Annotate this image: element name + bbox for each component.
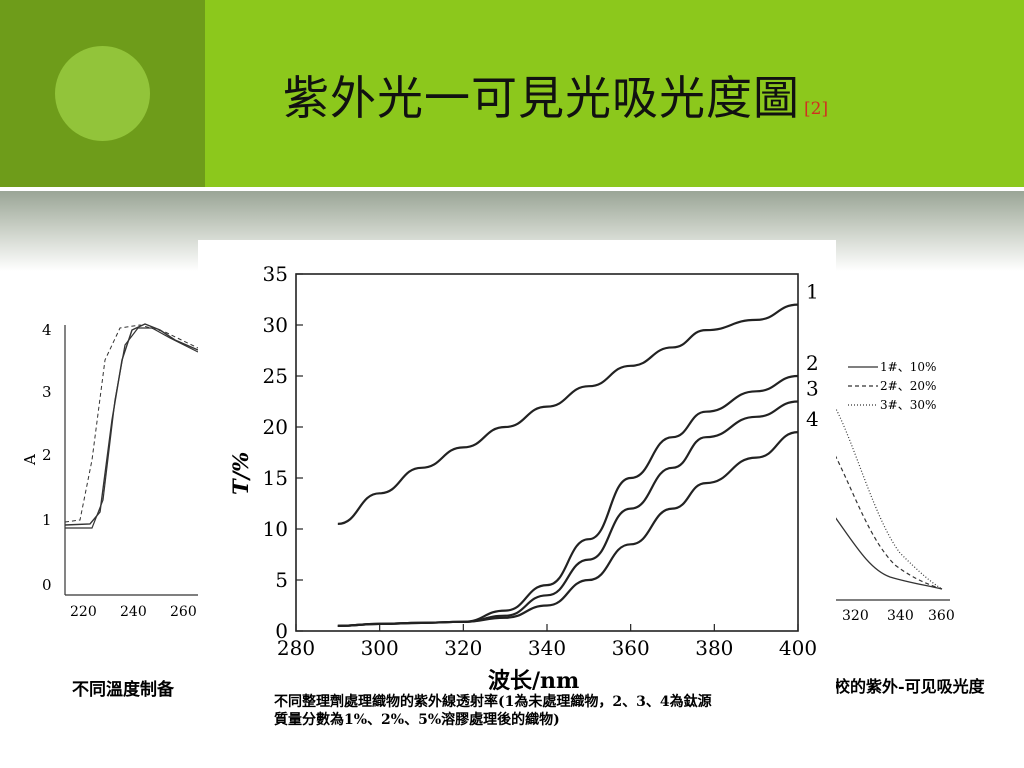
main-chart: 0 5 10 15 20 25 30 35 280 300 320 340 360 380 400 1 23 4… — [198, 240, 836, 737]
ytick-label: 15 — [263, 466, 288, 490]
decorative-circle — [55, 46, 150, 141]
left-curve-1 — [64, 323, 199, 526]
ytick-label: 0 — [275, 619, 288, 643]
left-xtick-220: 220 — [70, 604, 97, 620]
right-curve-3 — [834, 406, 943, 590]
xtick-label: 340 — [528, 636, 566, 660]
header-light-block — [205, 0, 1024, 187]
series-label-4: 4 — [806, 407, 819, 431]
main-chart-caption-line2: 質量分數為1%、2%、5%溶膠處理後的織物) — [274, 711, 560, 728]
xtick-label: 320 — [444, 636, 482, 660]
main-chart-ylabel: T/% — [228, 452, 253, 495]
right-curve-2 — [834, 454, 943, 590]
left-ytick-0: 0 — [42, 576, 52, 594]
main-chart-xlabel: 波长/nm — [488, 668, 579, 694]
xtick-label: 300 — [361, 636, 399, 660]
main-chart-caption-line1: 不同整理劑處理織物的紫外線透射率(1為未處理織物，2、3、4為鈦源 — [274, 693, 712, 710]
series-line-4 — [337, 431, 799, 627]
right-figure-legend: 1#、10% 2#、20% 3#、30% — [848, 360, 936, 412]
right-xtick-360: 360 — [928, 608, 955, 624]
slide-title-text: 紫外光一可見光吸光度圖 — [283, 71, 800, 125]
right-figure: 1#、10% 2#、20% 3#、30% 320 340 360 校的紫外-可见… — [830, 345, 1024, 705]
left-ytick-2: 2 — [42, 446, 52, 464]
right-xtick-340: 340 — [887, 608, 914, 624]
series-line-1 — [337, 303, 799, 525]
series-label-2: 2 — [806, 351, 819, 375]
ytick-label: 5 — [275, 568, 288, 592]
left-figure-caption: 不同溫度制备 — [72, 679, 175, 700]
ytick-label: 10 — [263, 517, 288, 541]
xtick-label: 280 — [277, 636, 315, 660]
left-xtick-240: 240 — [120, 604, 147, 620]
left-curve-2 — [65, 327, 199, 529]
series-label-3: 3 — [806, 377, 819, 401]
title-reference: [2] — [804, 99, 829, 119]
ytick-label: 35 — [263, 262, 288, 286]
ytick-label: 25 — [263, 364, 288, 388]
right-curve-1 — [834, 516, 943, 590]
slide-title: 紫外光一可見光吸光度圖 [2] — [283, 62, 828, 128]
legend-label-2: 2#、20% — [880, 379, 936, 393]
left-xtick-260: 260 — [170, 604, 197, 620]
left-figure-yticks: 0 1 2 3 4 — [42, 321, 52, 594]
main-chart-series — [337, 303, 799, 627]
xtick-label: 380 — [695, 636, 733, 660]
ytick-label: 20 — [263, 415, 288, 439]
left-ytick-4: 4 — [42, 321, 52, 339]
left-ytick-3: 3 — [42, 383, 52, 401]
main-chart-ticks: 0 5 10 15 20 25 30 35 280 300 320 340 360 380 400 — [263, 262, 818, 660]
left-figure-xticks: 220 240 260 — [70, 604, 197, 620]
legend-label-3: 3#、30% — [880, 398, 936, 412]
right-figure-caption: 校的紫外-可见吸光度 — [834, 677, 986, 696]
legend-label-1: 1#、10% — [880, 360, 936, 374]
right-xtick-320: 320 — [842, 608, 869, 624]
xtick-label: 400 — [779, 636, 817, 660]
left-figure: A 0 1 2 3 4 220 240 260 不同溫度制备 — [20, 300, 220, 710]
left-figure-ylabel: A — [21, 454, 39, 466]
left-curve-3 — [64, 324, 199, 523]
main-chart-series-labels: 1 23 4 — [806, 280, 819, 432]
series-label-1: 1 — [806, 280, 819, 304]
ytick-label: 30 — [263, 313, 288, 337]
xtick-label: 360 — [612, 636, 650, 660]
header-divider — [0, 187, 1024, 191]
left-ytick-1: 1 — [42, 511, 52, 529]
main-chart-background — [198, 240, 836, 737]
